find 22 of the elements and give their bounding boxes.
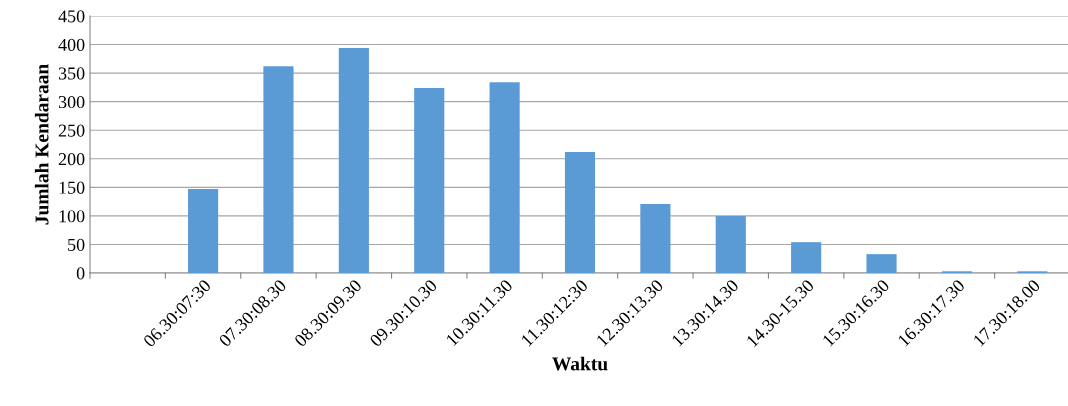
- bar: [640, 203, 671, 273]
- x-axis-title: Waktu: [552, 356, 608, 371]
- bar: [338, 47, 369, 273]
- bar: [489, 82, 520, 273]
- bar: [414, 87, 445, 273]
- y-tick-label: 250: [58, 124, 85, 137]
- bar: [866, 254, 897, 273]
- bar: [263, 66, 294, 273]
- y-tick-label: 350: [58, 67, 85, 80]
- y-tick-label: 400: [58, 38, 85, 51]
- y-tick-label: 100: [59, 210, 85, 223]
- y-tick-label: 0: [76, 267, 85, 280]
- y-tick-label: 450: [58, 10, 85, 23]
- bar: [715, 215, 746, 273]
- y-tick-label: 200: [58, 153, 85, 166]
- bar: [791, 242, 822, 273]
- bar: [564, 151, 596, 273]
- y-tick-label: 50: [68, 238, 85, 251]
- y-tick-label: 300: [58, 95, 85, 109]
- bar: [188, 189, 219, 273]
- y-tick-label: 150: [59, 181, 85, 194]
- y-axis-title: Jumlah Kendaraan: [34, 64, 49, 225]
